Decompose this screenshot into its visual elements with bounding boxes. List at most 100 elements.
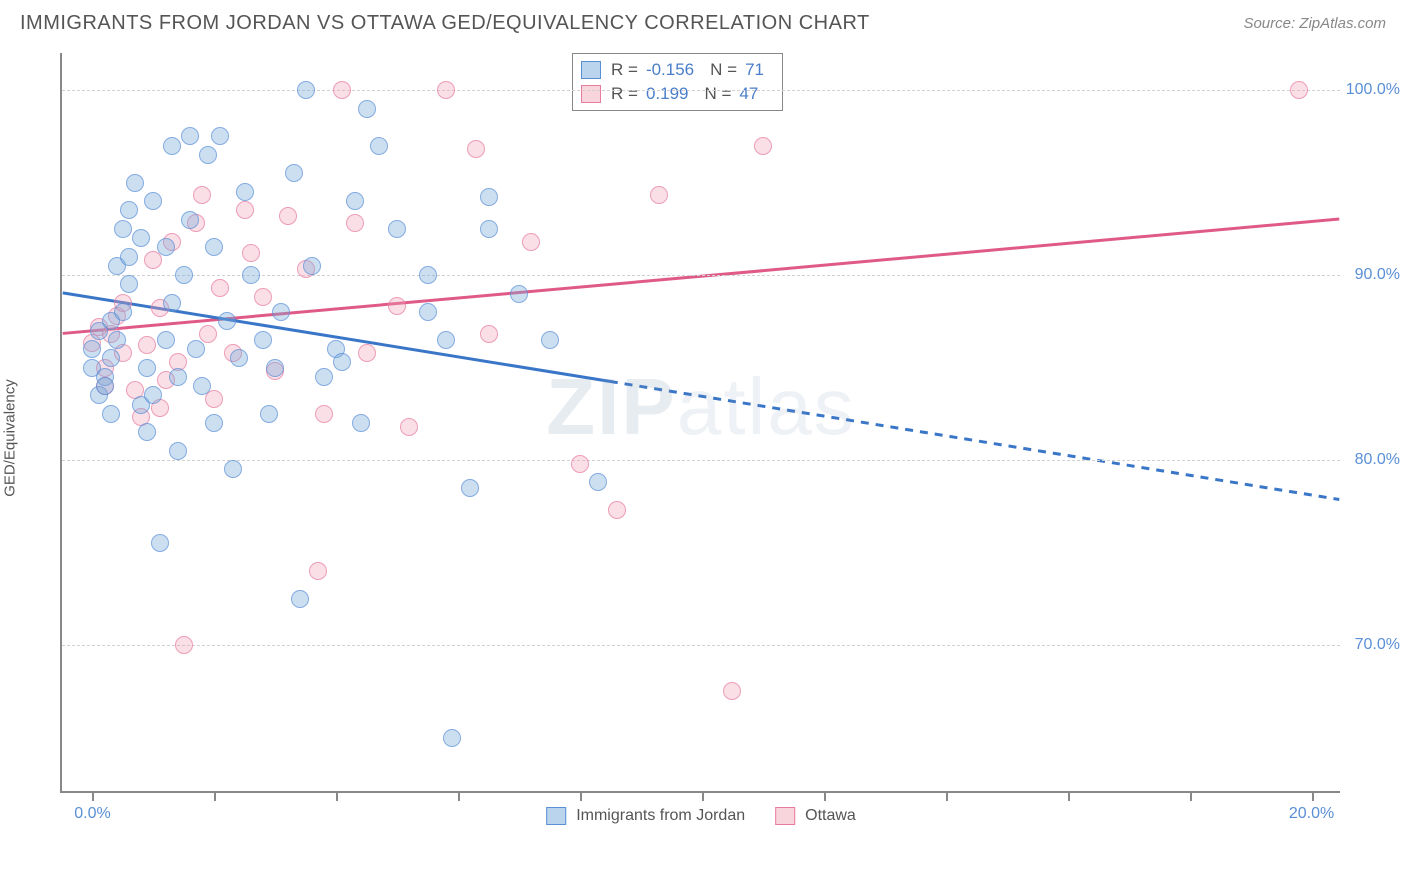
data-point (480, 188, 498, 206)
data-point (650, 186, 668, 204)
data-point (175, 266, 193, 284)
data-point (120, 248, 138, 266)
data-point (193, 377, 211, 395)
data-point (199, 325, 217, 343)
source-label: Source: ZipAtlas.com (1243, 15, 1386, 32)
data-point (370, 137, 388, 155)
data-point (260, 405, 278, 423)
data-point (163, 137, 181, 155)
y-tick-label: 70.0% (1345, 636, 1400, 654)
data-point (205, 238, 223, 256)
data-point (236, 201, 254, 219)
data-point (102, 405, 120, 423)
data-point (608, 501, 626, 519)
watermark: ZIPatlas (546, 361, 855, 453)
data-point (102, 349, 120, 367)
data-point (211, 127, 229, 145)
stat-r-val-2: 0.199 (646, 84, 689, 104)
legend-swatch-pink (775, 807, 795, 825)
data-point (346, 192, 364, 210)
data-point (242, 244, 260, 262)
data-point (754, 137, 772, 155)
gridline-h (62, 645, 1340, 646)
stat-n-label-1: N = (710, 60, 737, 80)
data-point (315, 368, 333, 386)
data-point (358, 100, 376, 118)
data-point (224, 460, 242, 478)
gridline-h (62, 90, 1340, 91)
x-tick (458, 791, 460, 801)
data-point (96, 377, 114, 395)
data-point (297, 81, 315, 99)
data-point (169, 442, 187, 460)
data-point (205, 414, 223, 432)
stat-r-label-2: R = (611, 84, 638, 104)
data-point (114, 220, 132, 238)
stat-r-val-1: -0.156 (646, 60, 694, 80)
data-point (132, 229, 150, 247)
data-point (346, 214, 364, 232)
data-point (114, 303, 132, 321)
data-point (138, 359, 156, 377)
data-point (211, 279, 229, 297)
data-point (419, 266, 437, 284)
data-point (1290, 81, 1308, 99)
data-point (279, 207, 297, 225)
data-point (175, 636, 193, 654)
legend-label-2: Ottawa (805, 807, 856, 825)
data-point (291, 590, 309, 608)
data-point (120, 275, 138, 293)
data-point (236, 183, 254, 201)
x-tick (92, 791, 94, 801)
data-point (419, 303, 437, 321)
data-point (187, 340, 205, 358)
data-point (181, 211, 199, 229)
data-point (461, 479, 479, 497)
data-point (151, 534, 169, 552)
data-point (199, 146, 217, 164)
x-tick-label: 20.0% (1289, 805, 1334, 823)
data-point (83, 340, 101, 358)
data-point (285, 164, 303, 182)
data-point (723, 682, 741, 700)
data-point (303, 257, 321, 275)
bottom-legend: Immigrants from Jordan Ottawa (546, 807, 856, 825)
data-point (193, 186, 211, 204)
x-tick (580, 791, 582, 801)
data-point (218, 312, 236, 330)
y-axis-label: GED/Equivalency (2, 379, 19, 497)
data-point (400, 418, 418, 436)
stats-row-1: R = -0.156 N = 71 (581, 58, 774, 82)
data-point (144, 386, 162, 404)
x-tick (702, 791, 704, 801)
x-tick (214, 791, 216, 801)
data-point (272, 303, 290, 321)
watermark-thin: atlas (677, 362, 856, 451)
data-point (522, 233, 540, 251)
data-point (157, 331, 175, 349)
stats-swatch-pink (581, 85, 601, 103)
watermark-bold: ZIP (546, 362, 676, 451)
data-point (126, 174, 144, 192)
data-point (309, 562, 327, 580)
data-point (163, 294, 181, 312)
data-point (120, 201, 138, 219)
data-point (254, 331, 272, 349)
x-tick (1312, 791, 1314, 801)
data-point (388, 220, 406, 238)
data-point (266, 359, 284, 377)
x-tick (336, 791, 338, 801)
data-point (352, 414, 370, 432)
gridline-h (62, 460, 1340, 461)
data-point (138, 336, 156, 354)
x-tick-label: 0.0% (74, 805, 110, 823)
data-point (480, 325, 498, 343)
data-point (571, 455, 589, 473)
data-point (169, 368, 187, 386)
data-point (315, 405, 333, 423)
x-tick (824, 791, 826, 801)
stats-row-2: R = 0.199 N = 47 (581, 82, 774, 106)
data-point (358, 344, 376, 362)
data-point (443, 729, 461, 747)
legend-item-2: Ottawa (775, 807, 856, 825)
